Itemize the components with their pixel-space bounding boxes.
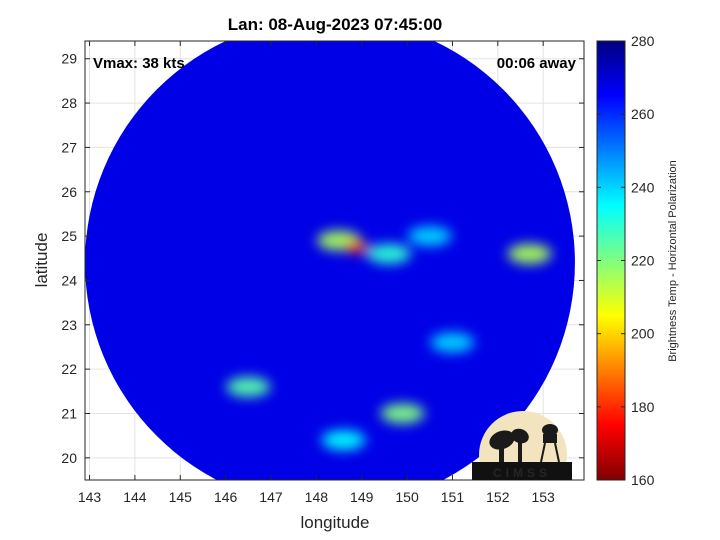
cimss-logo: CIMSS (472, 411, 572, 480)
x-tick-label: 152 (486, 489, 510, 505)
plot-frame (84, 40, 585, 481)
x-tick-label: 145 (169, 489, 193, 505)
colorbar: 160 180 200 220 240 260 280 Brightness Temp - … (596, 33, 679, 488)
cimss-logo-text: CIMSS (493, 466, 551, 480)
colorbar-tick-label: 280 (631, 33, 655, 49)
y-tick-label: 25 (61, 228, 77, 244)
y-tick-label: 24 (61, 272, 77, 288)
x-tick-label: 144 (123, 489, 147, 505)
colorbar-ticks: 160 180 200 220 240 260 280 (597, 33, 655, 488)
x-tick-label: 143 (78, 489, 102, 505)
y-tick-label: 27 (61, 139, 77, 155)
y-tick-label: 28 (61, 95, 77, 111)
colorbar-tick-label: 160 (631, 472, 655, 488)
x-tick-label: 150 (395, 489, 419, 505)
y-tick-label: 22 (61, 361, 77, 377)
x-tick-label: 153 (531, 489, 555, 505)
x-tick-label: 148 (305, 489, 329, 505)
y-axis-ticks: 20 21 22 23 24 25 26 27 28 29 (61, 51, 584, 466)
feature-outer-band (507, 243, 552, 264)
colorbar-tick-label: 200 (631, 326, 655, 342)
y-tick-label: 21 (61, 405, 77, 421)
vmax-annotation: Vmax: 38 kts (93, 55, 185, 72)
colorbar-label: Brightness Temp - Horizontal Polarizatio… (667, 160, 679, 362)
y-tick-label: 23 (61, 317, 77, 333)
colorbar-tick-label: 240 (631, 179, 655, 195)
brightness-features (226, 226, 552, 451)
colorbar-tick-label: 180 (631, 399, 655, 415)
time-away-annotation: 00:06 away (497, 55, 577, 72)
colorbar-gradient (596, 40, 626, 481)
feature-band-northeast (407, 226, 452, 247)
feature-band-south-2 (321, 430, 366, 451)
x-tick-label: 147 (259, 489, 283, 505)
x-axis-label: longitude (300, 513, 369, 532)
chart-title: Lan: 08-Aug-2023 07:45:00 (228, 15, 442, 34)
colorbar-tick-label: 260 (631, 106, 655, 122)
x-tick-label: 151 (441, 489, 465, 505)
y-tick-label: 26 (61, 184, 77, 200)
feature-warm-core (346, 241, 369, 254)
feature-band-southwest (226, 376, 271, 397)
y-tick-label: 29 (61, 51, 77, 67)
colorbar-tick-label: 220 (631, 253, 655, 269)
feature-band-southeast (430, 332, 475, 353)
microwave-swath (85, 41, 575, 480)
x-tick-label: 149 (350, 489, 374, 505)
y-tick-label: 20 (61, 450, 77, 466)
feature-band-south (380, 403, 425, 424)
x-axis-ticks: 143 144 145 146 147 148 149 150 151 152 153 (78, 41, 555, 505)
feature-band-east (366, 243, 411, 264)
y-axis-label: latitude (32, 233, 51, 288)
x-tick-label: 146 (214, 489, 238, 505)
